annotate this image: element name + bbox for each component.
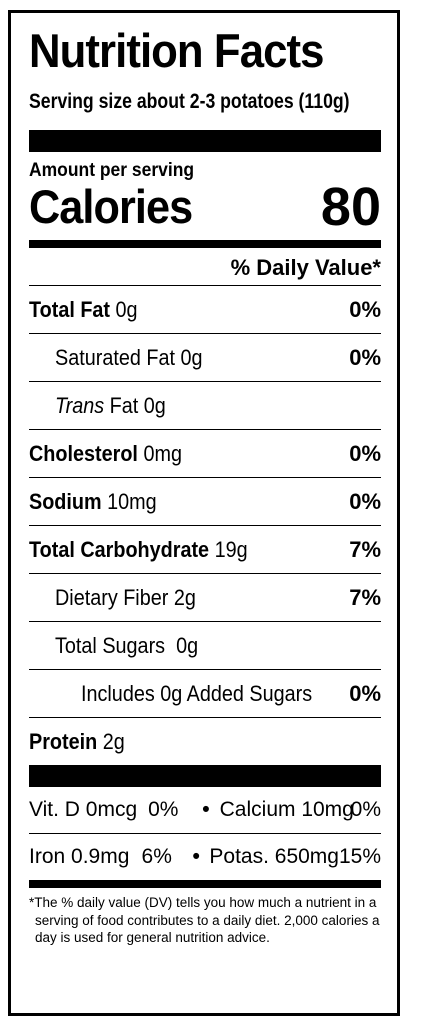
vitamin-name: Iron 0.9mg (29, 845, 130, 868)
row-protein: Protein 2g (29, 718, 381, 765)
daily-value-header: % Daily Value* (29, 248, 381, 286)
row-trans-fat: Trans Fat 0g (29, 382, 381, 430)
bullet: • (192, 845, 200, 868)
vitamin-dv: 6% (141, 845, 172, 868)
nutrient-name: Fat (109, 392, 139, 418)
vitamin-row: Iron 0.9mg 6% • Potas. 650mg 15% (29, 834, 381, 880)
nutrient-name: Total Fat (29, 296, 111, 322)
nutrient-dv: 0% (349, 680, 381, 706)
serving-size: Serving size about 2-3 potatoes (110g) (29, 90, 350, 113)
nutrient-name: Total Sugars (55, 632, 166, 658)
vitamin-name: Vit. D 0mcg (29, 798, 138, 821)
vitamin-name: Potas. 650mg (209, 845, 339, 868)
calories-label: Calories (29, 180, 193, 233)
nutrient-dv: 0% (349, 344, 381, 370)
nutrient-dv: 7% (349, 536, 381, 562)
nutrient-name: Saturated Fat (55, 344, 175, 370)
nutrient-dv: 0% (349, 488, 381, 514)
row-saturated-fat: Saturated Fat 0g 0% (29, 334, 381, 382)
nutrient-amount: 10mg (107, 488, 157, 514)
row-total-fat: Total Fat 0g 0% (29, 286, 381, 334)
nutrient-name: Sodium (29, 488, 102, 514)
row-total-carbohydrate: Total Carbohydrate 19g 7% (29, 526, 381, 574)
nutrition-label: Nutrition Facts Serving size about 2-3 p… (8, 10, 400, 1016)
thick-divider (29, 765, 381, 787)
nutrient-name: Protein (29, 728, 98, 754)
nutrient-dv: 0% (349, 440, 381, 466)
nutrient-name: Total Carbohydrate (29, 536, 210, 562)
calories-value: 80 (320, 177, 381, 237)
vitamin-dv: 15% (338, 845, 382, 868)
vitamin-dv: 0% (350, 798, 381, 821)
row-sodium: Sodium 10mg 0% (29, 478, 381, 526)
medium-divider (29, 240, 381, 248)
nutrient-dv: 0% (349, 296, 381, 322)
vitamin-row: Vit. D 0mcg 0% • Calcium 10mg 0% (29, 787, 381, 834)
nutrient-amount: 0g (180, 344, 203, 370)
nutrient-amount: 0g (176, 632, 199, 658)
calories-row: Calories 80 (29, 176, 381, 234)
nutrient-dv: 7% (349, 584, 381, 610)
nutrient-name: Dietary Fiber (55, 584, 169, 610)
row-dietary-fiber: Dietary Fiber 2g 7% (29, 574, 381, 622)
nutrient-amount: 0mg (143, 440, 182, 466)
bullet: • (202, 798, 210, 821)
vitamin-name: Calcium 10mg (219, 798, 354, 821)
nutrient-amount: 0g (143, 392, 166, 418)
vitamin-dv: 0% (148, 798, 179, 821)
medium-divider (29, 880, 381, 888)
nutrient-amount: 19g (214, 536, 248, 562)
row-total-sugars: Total Sugars 0g (29, 622, 381, 670)
thick-divider (29, 130, 381, 152)
nutrient-name-italic: Trans (55, 392, 105, 418)
nutrient-amount: 2g (173, 584, 196, 610)
nutrient-amount: 2g (102, 728, 125, 754)
row-cholesterol: Cholesterol 0mg 0% (29, 430, 381, 478)
footnote: *The % daily value (DV) tells you how mu… (29, 895, 380, 945)
nutrient-name: Includes 0g Added Sugars (81, 680, 313, 706)
nutrient-name: Cholesterol (29, 440, 138, 466)
amount-per-serving: Amount per serving (29, 160, 195, 181)
row-added-sugars: Includes 0g Added Sugars 0% (29, 670, 381, 718)
nutrient-amount: 0g (115, 296, 138, 322)
label-title: Nutrition Facts (29, 24, 324, 77)
